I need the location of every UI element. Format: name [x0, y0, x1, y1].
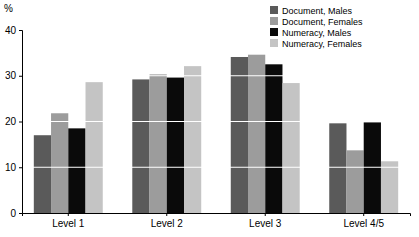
- bar: [34, 135, 51, 213]
- legend-swatch: [270, 28, 278, 36]
- grid-line: [22, 121, 410, 122]
- y-tick: 10: [5, 162, 22, 173]
- legend-swatch: [270, 6, 278, 14]
- bar: [231, 57, 248, 213]
- grid: [22, 30, 410, 167]
- legend-item: Numeracy, Males: [270, 28, 352, 38]
- bar: [248, 55, 265, 213]
- legend-label: Numeracy, Females: [282, 39, 362, 49]
- legend-label: Document, Females: [282, 17, 363, 27]
- bar: [132, 79, 149, 213]
- y-tick-mark: [19, 30, 22, 31]
- bar: [51, 113, 68, 213]
- x-tick-label: Level 4/5: [343, 218, 384, 229]
- y-tick: 0: [10, 208, 22, 219]
- x-tick: Level 1: [52, 213, 85, 229]
- grid-line: [22, 75, 410, 76]
- bar-series: [51, 55, 364, 213]
- x-tick-label: Level 1: [52, 218, 85, 229]
- y-axis-line: [19, 31, 23, 214]
- x-tick-mark: [265, 213, 266, 216]
- x-axis: Level 1 Level 2 Level 3 Level 4/5: [23, 213, 411, 229]
- x-tick: Level 2: [151, 213, 184, 229]
- bar: [265, 64, 282, 213]
- x-tick-mark: [166, 213, 167, 216]
- y-tick-label: 0: [10, 208, 16, 219]
- x-tick-mark: [363, 213, 364, 216]
- legend-swatch: [270, 17, 278, 25]
- y-tick-mark: [19, 122, 22, 123]
- x-tick-label: Level 3: [249, 218, 282, 229]
- chart: 0 10 20 30 40 Level 1 Level 2 Level 3 Level 4/5%…: [0, 0, 419, 237]
- bar: [346, 150, 363, 213]
- bar-series: [34, 57, 347, 213]
- bar-series: [86, 66, 399, 213]
- bar: [68, 128, 85, 213]
- y-tick-label: 30: [5, 70, 17, 81]
- y-tick-mark: [19, 76, 22, 77]
- y-tick-label: 10: [5, 162, 17, 173]
- y-tick: 30: [5, 70, 22, 81]
- legend: Document, MalesDocument, FemalesNumeracy…: [270, 6, 363, 49]
- bar: [381, 161, 398, 213]
- y-tick-label: 20: [5, 116, 17, 127]
- legend-item: Document, Females: [270, 17, 363, 27]
- bar: [184, 66, 201, 213]
- bar-series: [68, 64, 381, 213]
- y-axis-title: %: [4, 3, 13, 14]
- x-tick-mark: [68, 213, 69, 216]
- y-tick: 40: [5, 25, 22, 36]
- y-tick-mark: [19, 213, 22, 214]
- x-tick-label: Level 2: [151, 218, 184, 229]
- bar: [167, 78, 184, 213]
- y-tick: 20: [5, 116, 22, 127]
- legend-label: Document, Males: [282, 6, 353, 16]
- legend-item: Numeracy, Females: [270, 39, 362, 49]
- legend-item: Document, Males: [270, 6, 353, 16]
- grid-line: [22, 167, 410, 168]
- legend-swatch: [270, 39, 278, 47]
- x-tick: Level 4/5: [343, 213, 384, 229]
- bar: [282, 83, 299, 213]
- bar: [150, 74, 167, 213]
- bar: [86, 82, 103, 213]
- x-tick: Level 3: [249, 213, 282, 229]
- legend-label: Numeracy, Males: [282, 28, 352, 38]
- x-axis-line: [23, 214, 411, 217]
- y-axis: 0 10 20 30 40: [5, 25, 23, 219]
- y-tick-label: 40: [5, 25, 17, 36]
- y-tick-mark: [19, 167, 22, 168]
- plot-area: [22, 30, 410, 213]
- grid-line: [22, 30, 410, 31]
- bar: [329, 123, 346, 213]
